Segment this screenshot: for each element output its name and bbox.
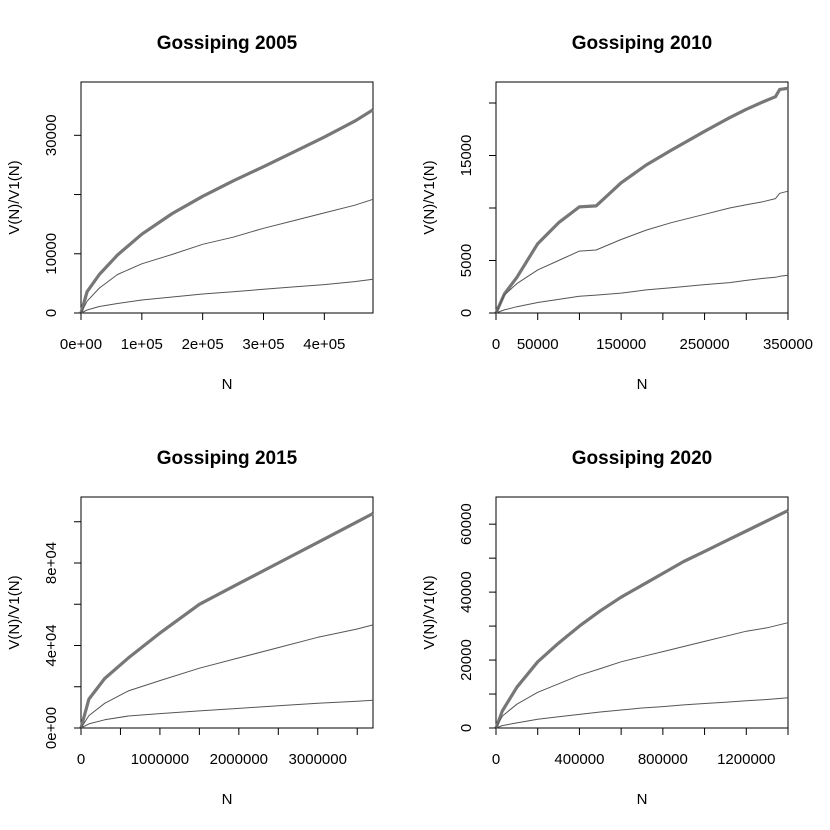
y-tick-label: 30000 [43,114,60,156]
series-line-3 [495,697,789,729]
x-tick-label: 0 [492,336,500,353]
y-tick-label: 40000 [458,571,475,613]
y-axis-label: V(N)/V1(N) [6,575,23,649]
series-line-3 [495,274,789,314]
plot-frame [80,496,374,729]
y-tick-label: 10000 [43,233,60,275]
x-tick-label: 0 [492,751,500,768]
series-line-1 [79,108,374,314]
series-line-2 [80,624,374,729]
y-axis-label: V(N)/V1(N) [421,160,438,234]
panel-1: Gossiping 2005 0e+00 1e+05 2e+05 3e+05 4e+05 0… [6,33,374,393]
y-axis-label: V(N)/V1(N) [6,160,23,234]
y-tick-label: 0e+00 [43,707,60,749]
y-tick-label: 5000 [458,244,475,277]
x-axis-label: N [637,376,648,393]
series-line-1 [494,86,789,314]
x-axis-label: N [637,791,648,808]
y-tick-label: 15000 [458,135,475,177]
y-tick-label: 0 [458,309,475,317]
y-tick-label: 60000 [458,503,475,545]
panel-3: Gossiping 2015 0 1000000 2000000 3000000 0e+0… [6,448,374,808]
x-tick-label: 800000 [638,751,688,768]
chart-title: Gossiping 2015 [157,448,298,469]
x-tick-label: 1000000 [131,751,189,768]
x-tick-label: 0e+00 [60,336,102,353]
panel-2: Gossiping 2010 0 50000 150000 250000 350000 0 5… [421,33,813,393]
x-tick-label: 3e+05 [242,336,284,353]
x-tick-label: 3000000 [289,751,347,768]
x-tick-label: 50000 [517,336,559,353]
x-tick-label: 150000 [596,336,646,353]
plot-frame [80,81,374,314]
y-tick-label: 4e+04 [43,624,60,666]
x-tick-label: 1e+05 [121,336,163,353]
x-tick-label: 4e+05 [303,336,345,353]
panel-4: Gossiping 2020 0 400000 800000 1200000 0 20000… [421,448,789,808]
chart-title: Gossiping 2020 [572,448,712,469]
y-axis-label: V(N)/V1(N) [421,575,438,649]
x-axis-label: N [222,376,233,393]
series-line-3 [80,278,374,314]
x-tick-label: 2e+05 [182,336,224,353]
plot-frame [495,496,789,729]
series-line-1 [79,512,374,729]
x-tick-label: 0 [77,751,85,768]
x-axis-label: N [222,791,233,808]
plot-frame [495,81,789,314]
x-tick-label: 2000000 [210,751,268,768]
series-line-2 [495,622,789,729]
y-tick-label: 8e+04 [43,542,60,584]
y-tick-label: 0 [458,724,475,732]
series-line-1 [494,509,789,729]
x-tick-label: 400000 [554,751,604,768]
series-line-2 [495,190,789,314]
y-tick-label: 20000 [458,639,475,681]
series-line-2 [80,198,374,314]
chart-title: Gossiping 2005 [157,33,298,54]
x-tick-label: 350000 [763,336,813,353]
chart-title: Gossiping 2010 [572,33,712,54]
x-tick-label: 250000 [680,336,730,353]
x-tick-label: 1200000 [717,751,775,768]
series-line-3 [80,699,374,729]
y-tick-label: 0 [43,309,60,317]
